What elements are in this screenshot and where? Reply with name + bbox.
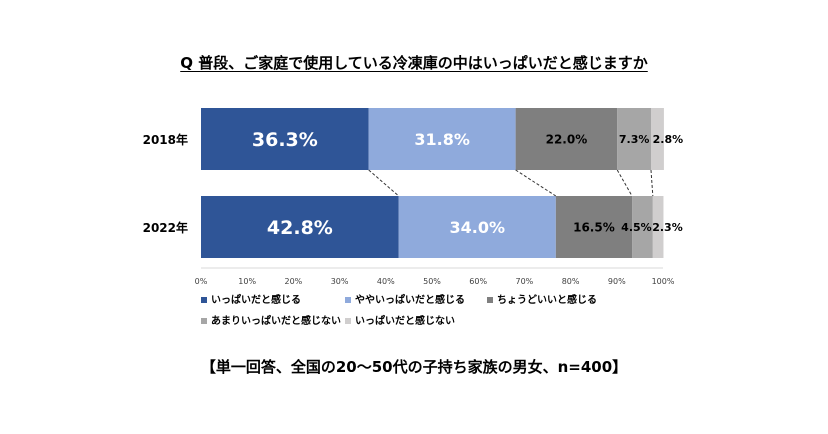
category-label-1: 2018年 [143,132,188,147]
bar-segment-2-5 [652,196,664,258]
bar-segment-1-2 [368,108,516,170]
x-tick-label-3: 20% [285,277,303,286]
legend-label-4: あまりいっぱいだと感じない [211,314,341,327]
connector-line-1 [368,169,400,197]
connector-line-4 [650,169,654,197]
legend-label-5: いっぱいだと感じない [355,314,455,327]
data-label-2-5: 2.3% [652,221,683,234]
bar-segment-2-3 [555,196,633,258]
x-tick-label-8: 70% [516,277,534,286]
data-label-2-4: 4.5% [621,221,652,234]
connector-line-3 [616,169,633,197]
chart-title-text: Q 普段、ご家庭で使用している冷凍庫の中はいっぱいだと感じますか [180,54,648,72]
legend-swatch-3 [487,297,493,303]
chart-title: Q 普段、ご家庭で使用している冷凍庫の中はいっぱいだと感じますか [0,52,828,73]
bar-segment-1-1 [201,108,369,170]
data-label-1-3: 22.0% [546,132,588,146]
legend-label-3: ちょうどいいと感じる [497,293,597,306]
bar-segment-2-2 [398,196,556,258]
x-tick-label-5: 40% [377,277,395,286]
legend-label-2: ややいっぱいだと感じる [355,293,465,306]
x-tick-label-7: 60% [469,277,487,286]
data-label-1-5: 2.8% [653,133,684,146]
bar-segment-1-4 [617,108,651,170]
x-tick-label-9: 80% [562,277,580,286]
bar-segment-2-4 [632,196,653,258]
legend-swatch-5 [345,318,351,324]
category-label-2: 2022年 [143,220,188,235]
data-label-1-4: 7.3% [619,133,650,146]
legend-swatch-2 [345,297,351,303]
bar-segment-2-1 [201,196,399,258]
survey-note: 【単一回答、全国の20～50代の子持ち家族の男女、n=400】 [200,358,628,376]
x-tick-label-1: 0% [195,277,208,286]
x-tick-label-10: 90% [608,277,626,286]
x-tick-label-4: 30% [331,277,349,286]
bar-segment-1-5 [650,108,664,170]
connector-line-2 [515,169,557,197]
legend-swatch-1 [201,297,207,303]
x-tick-label-2: 10% [238,277,256,286]
data-label-2-2: 34.0% [450,218,506,237]
x-tick-label-11: 100% [652,277,675,286]
data-label-1-1: 36.3% [252,129,318,151]
data-label-2-3: 16.5% [573,220,615,234]
data-label-1-2: 31.8% [414,130,470,149]
data-label-2-1: 42.8% [267,217,333,239]
legend-swatch-4 [201,318,207,324]
bar-segment-1-3 [515,108,618,170]
x-tick-label-6: 50% [423,277,441,286]
legend-label-1: いっぱいだと感じる [211,293,301,306]
